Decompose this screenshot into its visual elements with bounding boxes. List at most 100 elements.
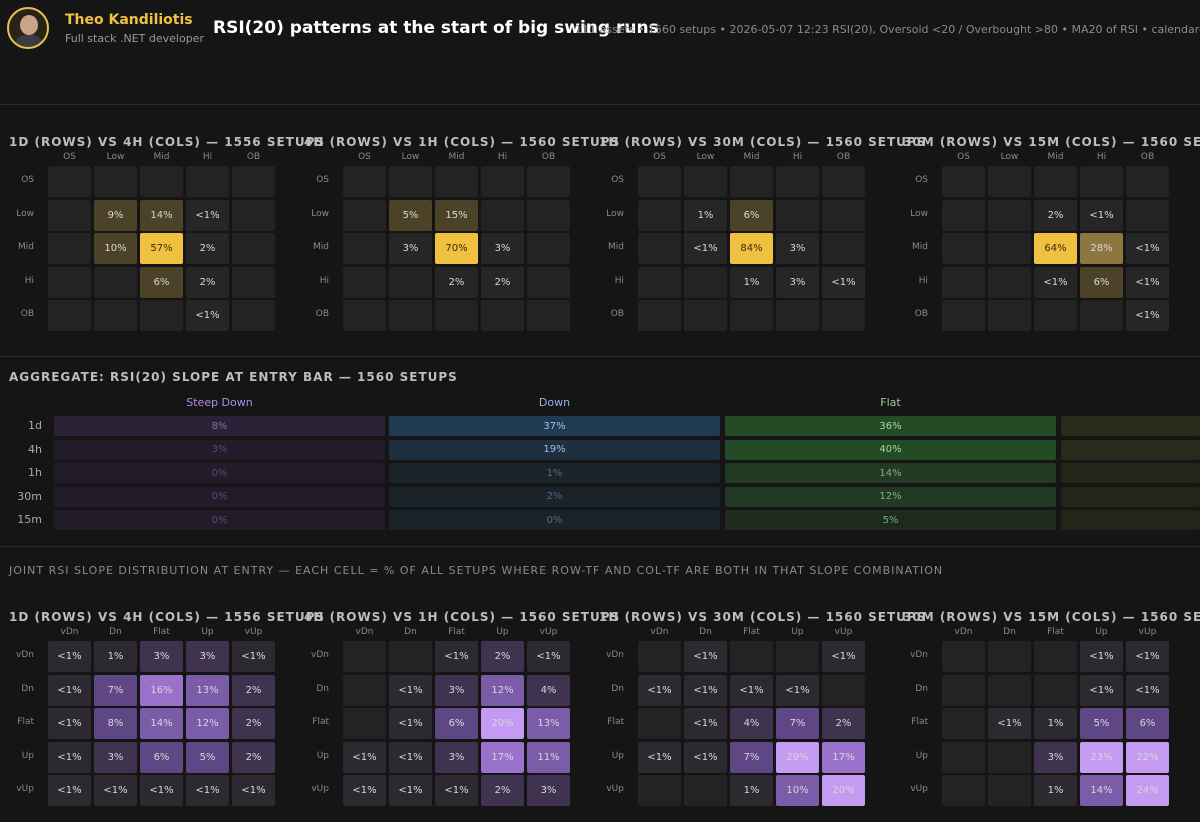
zone-grid-cell[interactable]	[389, 166, 432, 197]
zone-grid-cell[interactable]	[822, 199, 865, 231]
joint-grid-cell[interactable]	[988, 775, 1031, 807]
joint-grid-cell[interactable]: 3%	[186, 641, 229, 672]
joint-grid-cell[interactable]	[1034, 641, 1077, 672]
joint-grid-cell[interactable]	[942, 741, 985, 773]
zone-grid-cell[interactable]	[730, 300, 773, 332]
joint-grid-cell[interactable]	[822, 674, 865, 706]
zone-grid-cell[interactable]	[638, 300, 681, 332]
zone-grid-cell[interactable]	[527, 199, 570, 231]
zone-grid-cell[interactable]: <1%	[1126, 266, 1169, 298]
aggregate-cell[interactable]: 37%	[389, 416, 720, 436]
zone-grid-cell[interactable]	[140, 166, 183, 197]
joint-grid-cell[interactable]: 7%	[776, 708, 819, 740]
joint-grid-cell[interactable]: 2%	[232, 741, 275, 773]
zone-grid-cell[interactable]	[527, 233, 570, 265]
zone-grid-cell[interactable]	[186, 166, 229, 197]
joint-grid-cell[interactable]: <1%	[140, 775, 183, 807]
joint-grid-cell[interactable]	[776, 641, 819, 672]
zone-grid-cell[interactable]	[988, 199, 1031, 231]
zone-grid-cell[interactable]: 2%	[186, 266, 229, 298]
joint-grid-cell[interactable]	[988, 641, 1031, 672]
zone-grid-cell[interactable]	[232, 233, 275, 265]
joint-grid-cell[interactable]: <1%	[684, 708, 727, 740]
zone-grid-cell[interactable]	[988, 166, 1031, 197]
joint-grid-cell[interactable]: 1%	[94, 641, 137, 672]
zone-grid-cell[interactable]	[48, 233, 91, 265]
zone-grid-cell[interactable]: 57%	[140, 233, 183, 265]
joint-grid-cell[interactable]: <1%	[822, 641, 865, 672]
zone-grid-cell[interactable]	[527, 266, 570, 298]
zone-grid-cell[interactable]	[776, 199, 819, 231]
aggregate-cell[interactable]: 3%	[54, 439, 385, 460]
aggregate-cell[interactable]: 2%	[389, 486, 720, 507]
joint-grid-cell[interactable]: <1%	[389, 674, 432, 706]
zone-grid-cell[interactable]	[48, 266, 91, 298]
joint-grid-cell[interactable]: 5%	[186, 741, 229, 773]
joint-grid-cell[interactable]	[389, 641, 432, 672]
aggregate-cell[interactable]: 0%	[54, 510, 385, 531]
zone-grid-cell[interactable]: <1%	[1080, 199, 1123, 231]
joint-grid-cell[interactable]: 11%	[527, 741, 570, 773]
joint-grid-cell[interactable]: <1%	[638, 674, 681, 706]
joint-grid-cell[interactable]: <1%	[48, 741, 91, 773]
zone-grid-cell[interactable]	[94, 300, 137, 332]
zone-grid-cell[interactable]	[1126, 199, 1169, 231]
joint-grid-cell[interactable]: <1%	[48, 775, 91, 807]
joint-grid-cell[interactable]: 29%	[776, 741, 819, 773]
joint-grid-cell[interactable]: 13%	[186, 674, 229, 706]
joint-grid-cell[interactable]: 4%	[527, 674, 570, 706]
joint-grid-cell[interactable]: 24%	[1126, 775, 1169, 807]
joint-grid-cell[interactable]: 17%	[481, 741, 524, 773]
joint-grid-cell[interactable]: 12%	[186, 708, 229, 740]
joint-grid-cell[interactable]: <1%	[389, 775, 432, 807]
joint-grid-cell[interactable]: <1%	[389, 708, 432, 740]
zone-grid-cell[interactable]	[638, 199, 681, 231]
zone-grid-cell[interactable]	[1080, 166, 1123, 197]
aggregate-cell[interactable]: 8%	[54, 416, 385, 436]
joint-grid-cell[interactable]: <1%	[186, 775, 229, 807]
zone-grid-cell[interactable]	[94, 266, 137, 298]
joint-grid-cell[interactable]: <1%	[48, 674, 91, 706]
zone-grid-cell[interactable]	[776, 300, 819, 332]
joint-grid-cell[interactable]: <1%	[343, 741, 386, 773]
zone-grid-cell[interactable]	[684, 266, 727, 298]
joint-grid-cell[interactable]: 2%	[232, 674, 275, 706]
zone-grid-cell[interactable]: 2%	[186, 233, 229, 265]
joint-grid-cell[interactable]: 2%	[822, 708, 865, 740]
zone-grid-cell[interactable]	[527, 300, 570, 332]
zone-grid-cell[interactable]	[942, 199, 985, 231]
joint-grid-cell[interactable]: <1%	[730, 674, 773, 706]
aggregate-cell[interactable]: 5%	[725, 510, 1056, 531]
zone-grid-cell[interactable]: 3%	[389, 233, 432, 265]
joint-grid-cell[interactable]: 6%	[140, 741, 183, 773]
joint-grid-cell[interactable]: 3%	[94, 741, 137, 773]
joint-grid-cell[interactable]: 3%	[435, 674, 478, 706]
zone-grid-cell[interactable]	[435, 300, 478, 332]
joint-grid-cell[interactable]: 13%	[527, 708, 570, 740]
joint-grid-cell[interactable]	[684, 775, 727, 807]
joint-grid-cell[interactable]: <1%	[1126, 641, 1169, 672]
zone-grid-cell[interactable]	[389, 300, 432, 332]
zone-grid-cell[interactable]	[527, 166, 570, 197]
zone-grid-cell[interactable]: 1%	[730, 266, 773, 298]
joint-grid-cell[interactable]: <1%	[389, 741, 432, 773]
joint-grid-cell[interactable]	[343, 708, 386, 740]
joint-grid-cell[interactable]: 20%	[481, 708, 524, 740]
zone-grid-cell[interactable]	[638, 233, 681, 265]
joint-grid-cell[interactable]	[638, 708, 681, 740]
zone-grid-cell[interactable]	[48, 166, 91, 197]
zone-grid-cell[interactable]: 15%	[435, 199, 478, 231]
zone-grid-cell[interactable]: 84%	[730, 233, 773, 265]
zone-grid-cell[interactable]: 6%	[140, 266, 183, 298]
zone-grid-cell[interactable]	[822, 166, 865, 197]
zone-grid-cell[interactable]: 64%	[1034, 233, 1077, 265]
zone-grid-cell[interactable]	[343, 300, 386, 332]
zone-grid-cell[interactable]: 1%	[684, 199, 727, 231]
joint-grid-cell[interactable]: <1%	[435, 641, 478, 672]
joint-grid-cell[interactable]: <1%	[527, 641, 570, 672]
joint-grid-cell[interactable]: 20%	[822, 775, 865, 807]
joint-grid-cell[interactable]: <1%	[48, 708, 91, 740]
joint-grid-cell[interactable]: 3%	[140, 641, 183, 672]
joint-grid-cell[interactable]: 23%	[1080, 741, 1123, 773]
zone-grid-cell[interactable]	[343, 166, 386, 197]
